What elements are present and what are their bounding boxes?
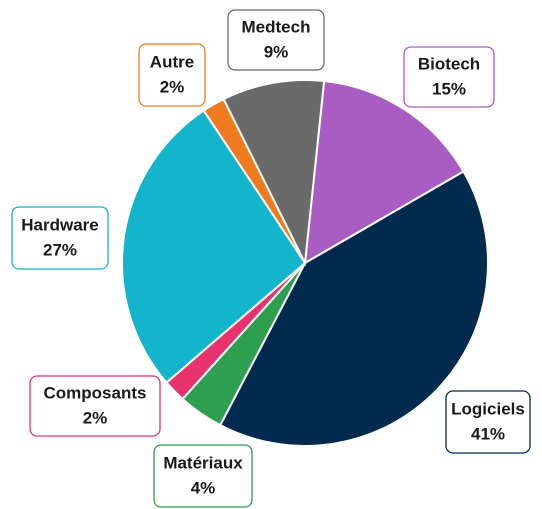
slice-value-label: 9% — [264, 42, 289, 61]
slice-label: Matériaux — [163, 453, 243, 472]
pie-slice — [218, 170, 489, 447]
slice-label: Biotech — [418, 54, 480, 73]
slice-value-label: 41% — [471, 424, 505, 443]
label-box — [11, 206, 109, 270]
label-box — [445, 390, 531, 454]
slice-value-label: 15% — [432, 79, 466, 98]
label-box — [227, 9, 325, 71]
pie-slice — [222, 79, 326, 267]
pie-slice — [303, 79, 465, 265]
slice-value-label: 4% — [191, 478, 216, 497]
slice-label: Composants — [44, 383, 147, 402]
slice-label: Logiciels — [451, 399, 525, 418]
slice-value-label: 27% — [43, 240, 77, 259]
label-box — [153, 444, 253, 508]
label-box — [29, 375, 161, 437]
slice-label: Medtech — [242, 17, 311, 36]
pie-slice — [121, 109, 307, 384]
slice-label: Autre — [150, 52, 194, 71]
slice-label: Hardware — [21, 215, 98, 234]
slice-value-label: 2% — [160, 77, 185, 96]
label-box — [138, 43, 206, 107]
slice-value-label: 2% — [83, 408, 108, 427]
label-box — [403, 46, 495, 108]
